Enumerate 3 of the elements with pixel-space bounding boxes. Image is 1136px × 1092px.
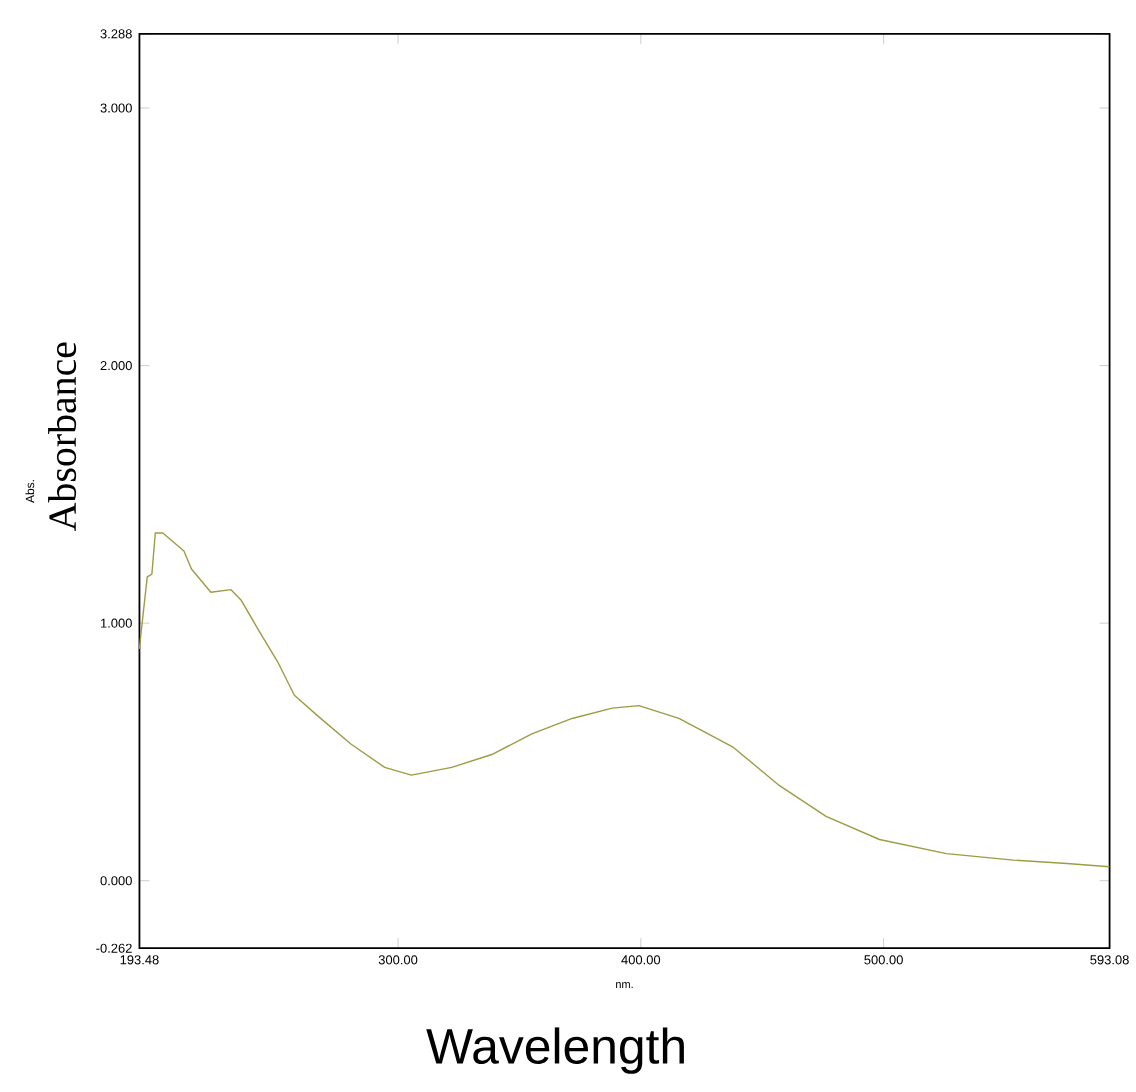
y-axis-title: Absorbance: [48, 342, 77, 532]
text: Wavelength: [426, 1027, 684, 1075]
line-series: [138, 532, 1111, 868]
